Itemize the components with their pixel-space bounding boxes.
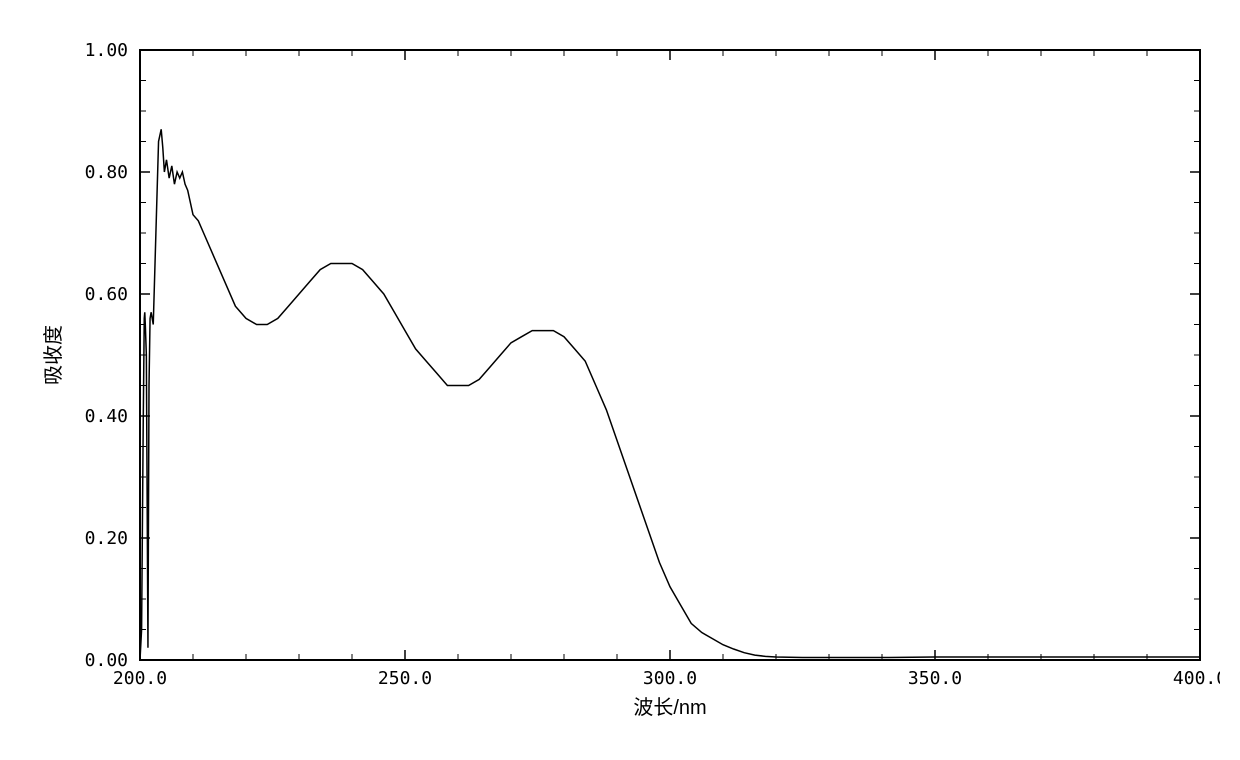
y-tick-label: 0.60: [85, 284, 128, 305]
y-tick-label: 0.00: [85, 650, 128, 671]
x-tick-label: 350.0: [908, 668, 962, 689]
x-tick-label: 300.0: [643, 668, 697, 689]
x-tick-label: 250.0: [378, 668, 432, 689]
y-tick-label: 0.40: [85, 406, 128, 427]
x-tick-label: 400.0: [1173, 668, 1220, 689]
plot-border: [140, 50, 1200, 660]
y-axis-label: 吸收度: [42, 325, 65, 385]
y-tick-label: 0.80: [85, 162, 128, 183]
chart-svg: 200.0 250.0 300.0 350.0 400.0 0.00 0.20 0.40 0.6…: [20, 20, 1220, 740]
x-axis-label: 波长/nm: [633, 696, 706, 719]
y-tick-label: 0.20: [85, 528, 128, 549]
y-tick-label: 1.00: [85, 40, 128, 61]
x-tick-label: 200.0: [113, 668, 167, 689]
spectrum-chart: 200.0 250.0 300.0 350.0 400.0 0.00 0.20 0.40 0.6…: [20, 20, 1220, 740]
